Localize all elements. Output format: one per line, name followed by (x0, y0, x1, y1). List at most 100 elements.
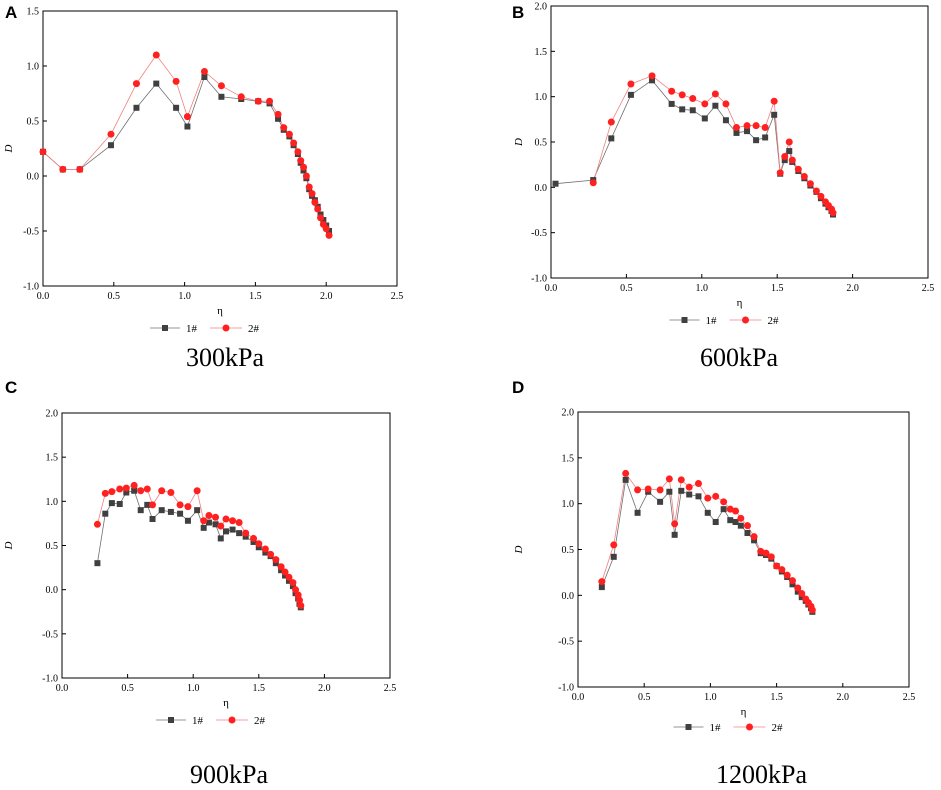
data-point-2 (200, 68, 208, 75)
data-point-2 (732, 507, 740, 515)
data-point-1 (201, 74, 208, 80)
data-point-1 (744, 530, 751, 536)
x-tick-label: 0.5 (620, 283, 633, 294)
data-point-1 (794, 588, 801, 595)
data-point-1 (789, 581, 796, 588)
y-tick-label: 2.0 (535, 2, 548, 13)
y-tick-label: 0.0 (562, 591, 575, 602)
data-point-2 (732, 123, 740, 131)
data-point-1 (272, 560, 279, 567)
data-point-1 (320, 217, 327, 223)
y-tick-label: 0.0 (46, 585, 59, 596)
data-point-2 (752, 122, 760, 130)
legend-marker-1 (685, 724, 692, 730)
data-point-1 (94, 560, 101, 567)
panel-letter: D (512, 378, 525, 397)
x-tick-label: 2.0 (837, 692, 850, 703)
data-point-1 (218, 93, 225, 100)
x-tick-label: 1.0 (704, 692, 717, 703)
x-axis-label: η (217, 305, 223, 317)
data-point-1 (627, 91, 634, 98)
chart-caption: 600kPa (700, 343, 778, 372)
data-point-1 (275, 115, 282, 122)
data-point-2 (634, 486, 642, 494)
x-axis-label: η (741, 706, 747, 718)
data-point-1 (236, 530, 243, 537)
data-point-2 (311, 198, 319, 206)
data-point-1 (753, 137, 760, 144)
data-point-2 (694, 480, 702, 487)
data-point-2 (292, 586, 300, 594)
data-point-2 (598, 578, 606, 586)
data-point-1 (622, 476, 629, 483)
y-tick-label: 2.0 (46, 409, 59, 420)
data-point-1 (657, 498, 664, 505)
data-point-1 (737, 522, 744, 529)
y-tick-label: -1.0 (42, 674, 58, 685)
data-point-2 (237, 93, 245, 101)
data-point-2 (798, 590, 806, 597)
data-point-1 (634, 509, 641, 516)
data-point-2 (122, 484, 130, 492)
y-tick-label: 0.0 (27, 172, 40, 183)
data-point-2 (281, 568, 289, 576)
data-point-2 (200, 517, 208, 525)
data-point-2 (325, 231, 333, 239)
data-point-2 (143, 485, 151, 493)
chart-900kpa: 0.0 0.5 1.0 1.5 2.0 2.5 -1.0 -0.5 0.0 0.5 1.0 1.5 2.… (3, 409, 397, 728)
x-tick-label: 2.0 (318, 683, 331, 694)
data-point-2 (589, 179, 597, 187)
series-line-1 (42, 76, 330, 232)
data-point-2 (149, 501, 157, 509)
data-point-1 (194, 507, 201, 514)
y-tick-label: -0.5 (558, 637, 574, 648)
data-point-1 (689, 107, 696, 114)
x-tick-label: 2.5 (391, 291, 404, 302)
data-point-2 (285, 573, 293, 581)
data-point-1 (704, 509, 711, 516)
panel-letter: A (5, 3, 18, 22)
data-point-1 (200, 524, 207, 531)
data-point-2 (272, 556, 280, 564)
plot-frame (42, 10, 398, 287)
data-point-2 (773, 562, 781, 570)
data-point-2 (778, 566, 786, 574)
data-point-2 (254, 97, 262, 105)
x-tick-label: 1.0 (696, 283, 709, 294)
data-point-2 (761, 123, 769, 131)
x-tick-label: 0.0 (545, 283, 558, 294)
y-tick-label: 0.5 (27, 117, 40, 128)
data-point-2 (788, 577, 796, 585)
data-point-1 (158, 507, 165, 514)
data-point-2 (266, 97, 274, 105)
data-point-1 (212, 521, 219, 528)
data-point-2 (762, 549, 770, 557)
data-point-1 (678, 487, 685, 494)
data-point-2 (743, 122, 751, 130)
y-tick-label: -1.0 (531, 274, 547, 285)
legend-marker-2 (222, 324, 230, 332)
data-point-2 (767, 553, 775, 561)
data-point-2 (743, 522, 751, 530)
data-point-2 (297, 602, 305, 610)
data-point-2 (656, 486, 664, 494)
data-point-2 (152, 51, 160, 59)
data-point-2 (712, 492, 720, 500)
y-tick-label: -0.5 (531, 228, 547, 239)
x-tick-label: 0.0 (56, 683, 69, 694)
data-point-2 (648, 72, 656, 80)
panel-letter: B (512, 3, 525, 22)
x-tick-label: 2.5 (922, 283, 935, 294)
data-point-1 (649, 77, 656, 84)
data-point-2 (261, 545, 269, 553)
data-point-2 (607, 118, 615, 126)
x-tick-label: 1.5 (249, 291, 262, 302)
data-point-1 (720, 506, 727, 513)
data-point-1 (786, 148, 793, 155)
data-point-1 (610, 553, 617, 560)
x-tick-label: 2.5 (384, 683, 397, 694)
x-tick-label: 1.5 (253, 683, 266, 694)
legend-marker-1 (162, 325, 168, 331)
x-tick-label: 2.5 (903, 692, 916, 703)
data-point-1 (167, 508, 174, 515)
